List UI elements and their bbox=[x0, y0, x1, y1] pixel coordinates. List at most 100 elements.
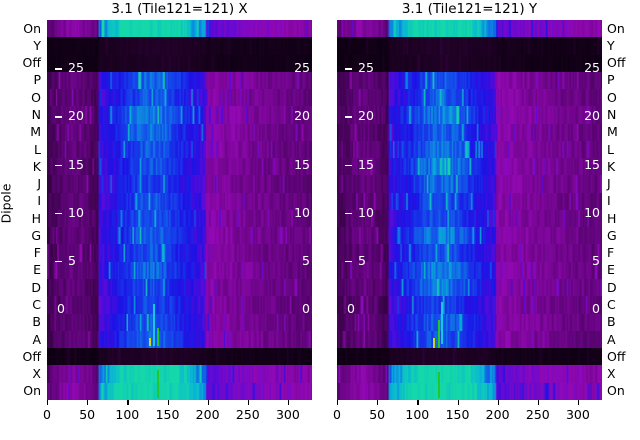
y-label-3-p: P bbox=[33, 72, 41, 88]
waterfall-row-j-9 bbox=[47, 175, 312, 193]
x-tick-300 bbox=[287, 400, 290, 405]
y-label-7-l: L bbox=[34, 141, 41, 157]
waterfall-row-y-1 bbox=[337, 37, 602, 55]
waterfall-row-o-4 bbox=[337, 89, 602, 107]
waterfall-row-y-1 bbox=[47, 37, 312, 55]
rfi-spike-0 bbox=[153, 304, 155, 346]
x-tick-150 bbox=[457, 400, 459, 405]
waterfall-row-m-6 bbox=[337, 123, 602, 141]
x-tick-label-0: 0 bbox=[43, 407, 51, 422]
y-label-11-h: H bbox=[31, 210, 41, 226]
y-label-17-b: B bbox=[32, 314, 41, 330]
y-label-3-p: P bbox=[607, 72, 615, 88]
waterfall-row-e-14 bbox=[337, 261, 602, 279]
waterfall-row-f-13 bbox=[47, 244, 312, 262]
y-label-9-j: J bbox=[607, 176, 611, 192]
waterfall-row-x-20 bbox=[337, 365, 602, 383]
waterfall-row-j-9 bbox=[337, 175, 602, 193]
x-tick-label-250: 250 bbox=[235, 407, 260, 422]
y-label-8-k: K bbox=[607, 158, 616, 174]
waterfall-row-i-10 bbox=[337, 192, 602, 210]
panel-x-waterfall bbox=[47, 20, 312, 400]
waterfall-row-off-2 bbox=[337, 54, 602, 72]
panel-y-plot-area[interactable]: 0 5 10 15 20 25 0 5 10 15 20 25 bbox=[337, 20, 602, 400]
waterfall-row-k-8 bbox=[337, 158, 602, 176]
waterfall-row-n-5 bbox=[47, 106, 312, 124]
x-tick-label-50: 50 bbox=[79, 407, 96, 422]
x-tick-50 bbox=[377, 400, 379, 405]
waterfall-row-a-18 bbox=[47, 330, 312, 349]
rfi-spike-2 bbox=[433, 338, 435, 348]
y-label-0-on: On bbox=[23, 20, 41, 36]
x-tick-label-100: 100 bbox=[405, 407, 430, 422]
panel-y-waterfall bbox=[337, 20, 602, 400]
y-label-21-on: On bbox=[23, 383, 41, 399]
y-label-4-o: O bbox=[31, 89, 41, 105]
waterfall-row-c-16 bbox=[47, 296, 312, 314]
y-label-15-d: D bbox=[607, 279, 617, 295]
x-tick-150 bbox=[167, 400, 169, 405]
y-label-1-y: Y bbox=[607, 37, 615, 53]
y-label-10-i: I bbox=[37, 193, 41, 209]
x-tick-200 bbox=[497, 400, 499, 405]
waterfall-row-on-21 bbox=[47, 382, 312, 400]
y-label-5-n: N bbox=[607, 107, 617, 122]
y-label-8-k: K bbox=[32, 158, 41, 174]
y-label-2-off: Off bbox=[22, 55, 41, 71]
x-tick-label-50: 50 bbox=[369, 407, 386, 422]
y-label-20-x: X bbox=[32, 366, 41, 382]
panel-x[interactable]: 3.1 (Tile121=121) X 0 5 10 15 20 25 0 5 10 15 20 2… bbox=[47, 1, 312, 400]
waterfall-row-on-0 bbox=[337, 20, 602, 38]
panel-y[interactable]: 3.1 (Tile121=121) Y 0 5 10 15 20 25 0 5 10 15 20 2… bbox=[337, 1, 602, 400]
y-label-13-f: F bbox=[607, 245, 615, 261]
y-label-15-d: D bbox=[31, 279, 41, 295]
waterfall-row-p-3 bbox=[337, 71, 602, 90]
waterfall-row-m-6 bbox=[47, 123, 312, 141]
panel-x-title: 3.1 (Tile121=121) X bbox=[111, 1, 248, 17]
x-tick-label-250: 250 bbox=[525, 407, 550, 422]
waterfall-row-o-4 bbox=[47, 89, 312, 107]
waterfall-row-b-17 bbox=[47, 313, 312, 331]
waterfall-row-d-15 bbox=[47, 278, 312, 297]
y-label-14-e: E bbox=[607, 262, 615, 278]
y-label-18-a: A bbox=[607, 331, 616, 347]
panel-x-plot-area[interactable]: 0 5 10 15 20 25 0 5 10 15 20 25 bbox=[47, 20, 312, 400]
y-label-19-off: Off bbox=[607, 348, 626, 364]
x-tick-label-150: 150 bbox=[445, 407, 470, 422]
x-axis-right: 0 50 100 150 200 250 300 bbox=[333, 400, 602, 434]
x-tick-250 bbox=[247, 400, 250, 405]
y-label-7-l: L bbox=[607, 141, 614, 157]
x-tick-label-300: 300 bbox=[275, 407, 300, 422]
waterfall-row-p-3 bbox=[47, 71, 312, 90]
waterfall-row-l-7 bbox=[47, 140, 312, 159]
y-label-12-g: G bbox=[31, 227, 41, 243]
y-label-1-y: Y bbox=[33, 37, 41, 53]
y-label-6-m: M bbox=[30, 124, 41, 140]
x-tick-100 bbox=[417, 400, 419, 405]
x-tick-300 bbox=[577, 400, 580, 405]
y-label-18-a: A bbox=[32, 331, 41, 347]
waterfall-row-i-10 bbox=[47, 192, 312, 210]
y-label-11-h: H bbox=[607, 210, 617, 226]
waterfall-row-on-21 bbox=[337, 382, 602, 400]
x-tick-label-300: 300 bbox=[565, 407, 590, 422]
y-label-6-m: M bbox=[607, 124, 618, 140]
x-tick-50 bbox=[87, 400, 89, 405]
waterfall-row-g-12 bbox=[337, 227, 602, 245]
x-tick-200 bbox=[207, 400, 209, 405]
y-label-13-f: F bbox=[33, 245, 41, 261]
waterfall-row-x-20 bbox=[47, 365, 312, 383]
y-axis-title: Dipole bbox=[0, 183, 14, 224]
waterfall-row-e-14 bbox=[47, 261, 312, 279]
waterfall-row-h-11 bbox=[337, 209, 602, 228]
y-label-17-b: B bbox=[607, 314, 616, 330]
y-label-21-on: On bbox=[607, 383, 625, 399]
y-label-4-o: O bbox=[607, 89, 617, 105]
x-tick-label-0: 0 bbox=[333, 407, 341, 422]
waterfall-row-b-17 bbox=[337, 313, 602, 331]
waterfall-row-off-19 bbox=[337, 348, 602, 366]
waterfall-row-on-0 bbox=[47, 20, 312, 38]
y-label-9-j: J bbox=[37, 176, 41, 192]
y-label-16-c: C bbox=[32, 297, 41, 312]
